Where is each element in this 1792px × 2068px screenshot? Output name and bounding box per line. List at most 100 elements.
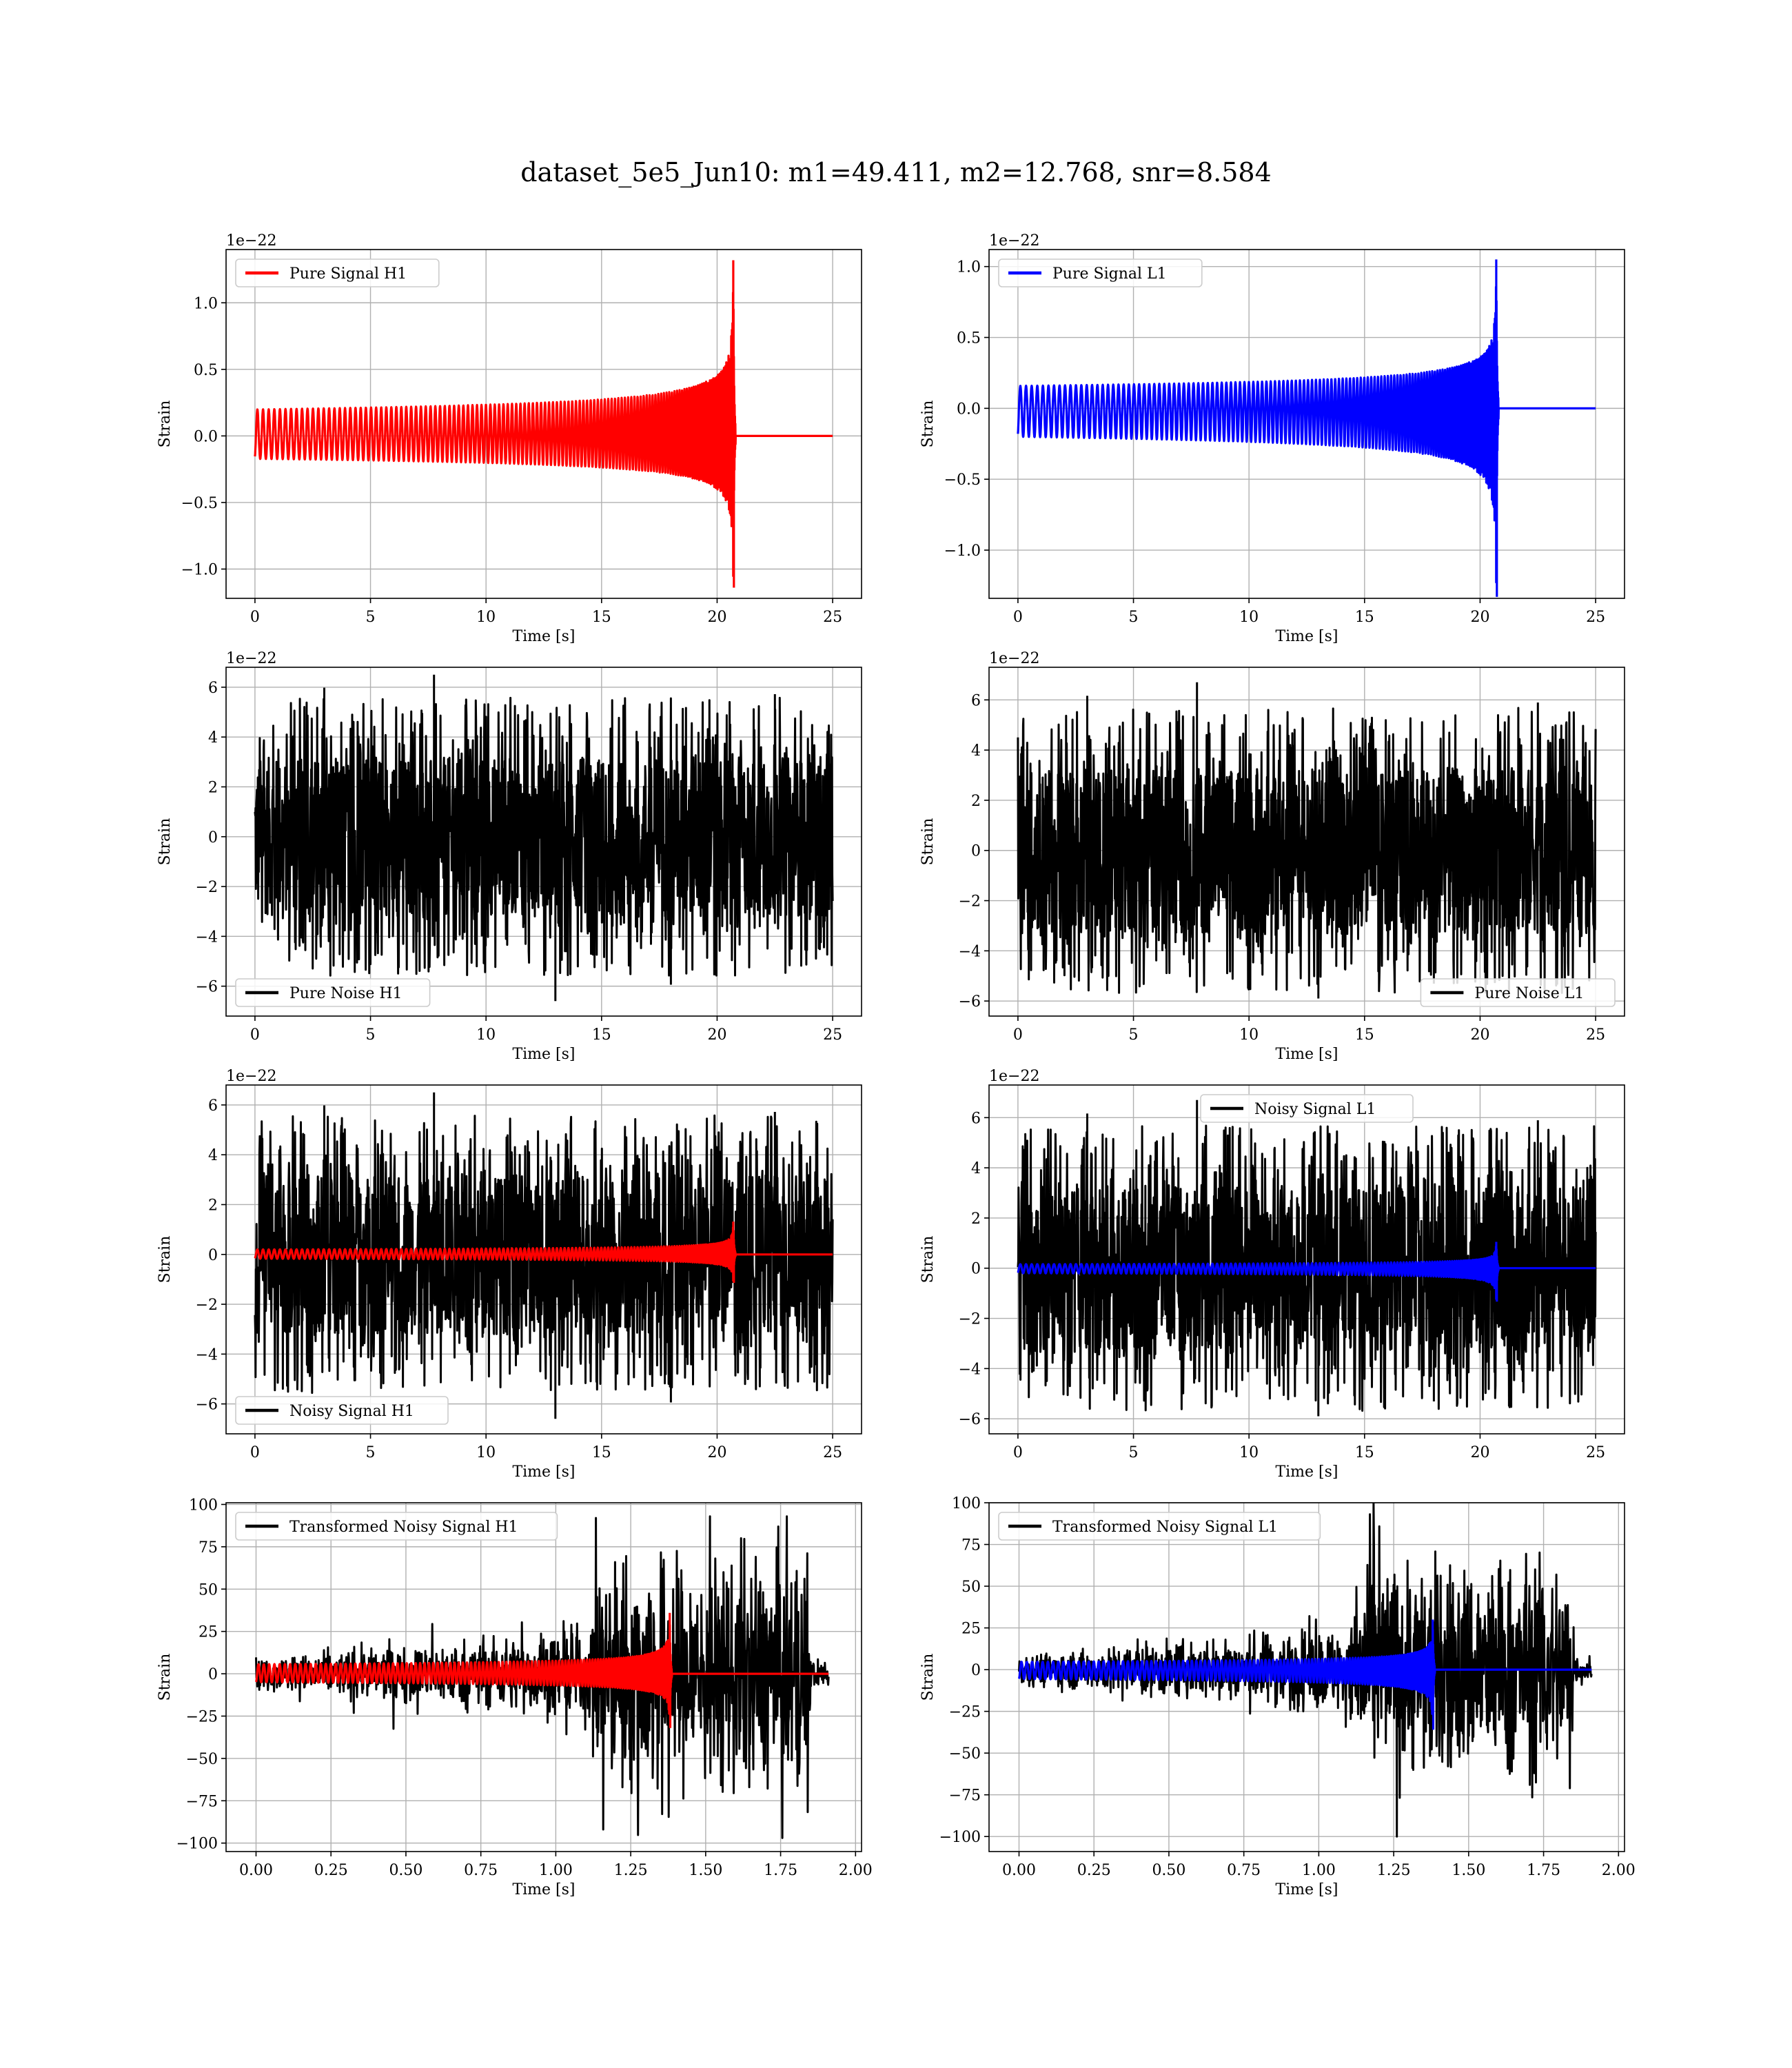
plot-area (254, 674, 834, 1002)
axes-frame (225, 1084, 862, 1435)
plot-area (254, 1092, 834, 1419)
y-axis-label: Strain (156, 818, 174, 866)
legend: Transformed Noisy Signal H1 (235, 1512, 558, 1541)
x-tick-label: 25 (1586, 1444, 1605, 1461)
x-tick-label: 10 (1239, 1026, 1259, 1044)
y-tick-label: −75 (949, 1787, 981, 1805)
x-tick-label: 0 (250, 1444, 260, 1461)
x-tick-label: 0.50 (1152, 1862, 1185, 1879)
y-tick-label: 75 (961, 1537, 981, 1554)
offset-text: 1e−22 (226, 650, 276, 667)
y-tick-label: −6 (959, 1411, 981, 1428)
y-tick-label: −2 (959, 893, 981, 911)
x-tick-label: 15 (592, 1026, 611, 1044)
y-axis-label: Strain (919, 1236, 937, 1284)
x-tick-label: 0.25 (314, 1862, 348, 1879)
x-tick-label: 20 (707, 1026, 726, 1044)
legend-label: Noisy Signal L1 (1254, 1101, 1376, 1118)
x-tick-label: 0.25 (1077, 1862, 1111, 1879)
y-tick-label: 6 (971, 1110, 981, 1127)
offset-text: 1e−22 (989, 232, 1039, 250)
y-tick-label: −4 (196, 1346, 218, 1364)
legend-box (235, 1512, 558, 1541)
series-line (1017, 1619, 1593, 1730)
y-axis-label: Strain (156, 1236, 174, 1284)
x-axis-label: Time [s] (1275, 1046, 1338, 1063)
axes-frame (225, 249, 862, 599)
y-tick-label: 0 (208, 1666, 218, 1683)
y-tick-label: 25 (198, 1624, 218, 1641)
x-tick-label: 10 (1239, 1444, 1259, 1461)
series-line (1017, 682, 1597, 999)
y-tick-label: 0.0 (194, 428, 218, 445)
series-line (1017, 259, 1597, 597)
y-axis-label: Strain (919, 1654, 937, 1701)
y-tick-label: −1.0 (181, 562, 218, 579)
y-tick-label: 0 (971, 1261, 981, 1278)
y-tick-label: −6 (196, 1397, 218, 1414)
y-tick-label: 4 (208, 1147, 218, 1164)
offset-text: 1e−22 (226, 1068, 276, 1085)
legend-box (235, 978, 431, 1007)
y-tick-label: −1.0 (944, 543, 981, 560)
x-tick-label: 0 (1013, 609, 1023, 626)
series-line (254, 260, 834, 588)
x-tick-label: 0 (1013, 1444, 1023, 1461)
series-line (254, 1092, 834, 1419)
x-tick-label: 0.00 (1002, 1862, 1036, 1879)
x-tick-label: 10 (476, 1444, 496, 1461)
x-axis-label: Time [s] (512, 1463, 575, 1481)
axes-frame (225, 1502, 862, 1852)
legend-box (235, 1396, 449, 1425)
y-tick-label: 0.5 (957, 330, 981, 347)
y-tick-label: 0 (208, 1247, 218, 1264)
x-tick-label: 2.00 (1602, 1862, 1636, 1879)
x-tick-label: 15 (1355, 1026, 1374, 1044)
legend: Pure Signal L1 (998, 258, 1203, 287)
x-tick-label: 1.75 (764, 1862, 797, 1879)
x-tick-label: 1.50 (1452, 1862, 1485, 1879)
legend-box (235, 258, 440, 287)
x-tick-label: 1.25 (1377, 1862, 1411, 1879)
y-tick-label: −100 (176, 1836, 218, 1853)
y-tick-label: 6 (208, 680, 218, 697)
y-tick-label: 0 (971, 1662, 981, 1679)
y-tick-label: −75 (186, 1793, 218, 1810)
legend: Pure Noise H1 (235, 978, 431, 1007)
legend: Pure Noise L1 (1420, 978, 1616, 1007)
x-axis-label: Time [s] (1275, 1463, 1338, 1481)
legend-label: Pure Noise L1 (1474, 985, 1584, 1002)
plot-pure-signal-h1: 0 5 10 15 20 25 −1.0 −0.5 0.0 0.5 1.0 Time [s] Strai… (156, 232, 862, 645)
x-tick-label: 0.75 (1227, 1862, 1261, 1879)
x-tick-label: 20 (707, 609, 726, 626)
legend-label: Transformed Noisy Signal L1 (1052, 1519, 1278, 1536)
x-axis-label: Time [s] (1275, 1881, 1338, 1898)
plot-pure-noise-h1: 0 5 10 15 20 25 −6 −4 −2 0 2 4 6 Time [s] Strain 1e−22 P… (156, 650, 862, 1063)
offset-text: 1e−22 (989, 1068, 1039, 1085)
axes-frame (988, 667, 1625, 1017)
x-tick-label: 25 (823, 609, 842, 626)
x-tick-label: 25 (823, 1026, 842, 1044)
plot-area (254, 260, 834, 588)
y-tick-label: 50 (198, 1581, 218, 1599)
x-tick-label: 5 (1129, 1444, 1139, 1461)
x-tick-label: 0.00 (239, 1862, 273, 1879)
legend-label: Pure Signal L1 (1052, 265, 1167, 283)
y-tick-label: 2 (971, 793, 981, 810)
legend: Noisy Signal L1 (1200, 1094, 1414, 1123)
series-line (1017, 1099, 1597, 1417)
x-tick-label: 25 (1586, 609, 1605, 626)
x-tick-label: 5 (366, 1026, 376, 1044)
y-tick-label: 4 (971, 1160, 981, 1177)
plot-pure-noise-l1: 0 5 10 15 20 25 −6 −4 −2 0 2 4 6 Time [s] Strain 1e−22 P… (919, 650, 1625, 1063)
x-tick-label: 25 (1586, 1026, 1605, 1044)
y-tick-label: −4 (959, 1361, 981, 1378)
y-tick-label: 50 (961, 1579, 981, 1596)
y-axis-label: Strain (156, 1654, 174, 1701)
offset-text: 1e−22 (226, 232, 276, 250)
x-tick-label: 0 (1013, 1026, 1023, 1044)
legend-box (1200, 1094, 1414, 1123)
y-tick-label: −4 (959, 943, 981, 960)
x-tick-label: 0.75 (464, 1862, 498, 1879)
y-tick-label: 0 (971, 843, 981, 860)
